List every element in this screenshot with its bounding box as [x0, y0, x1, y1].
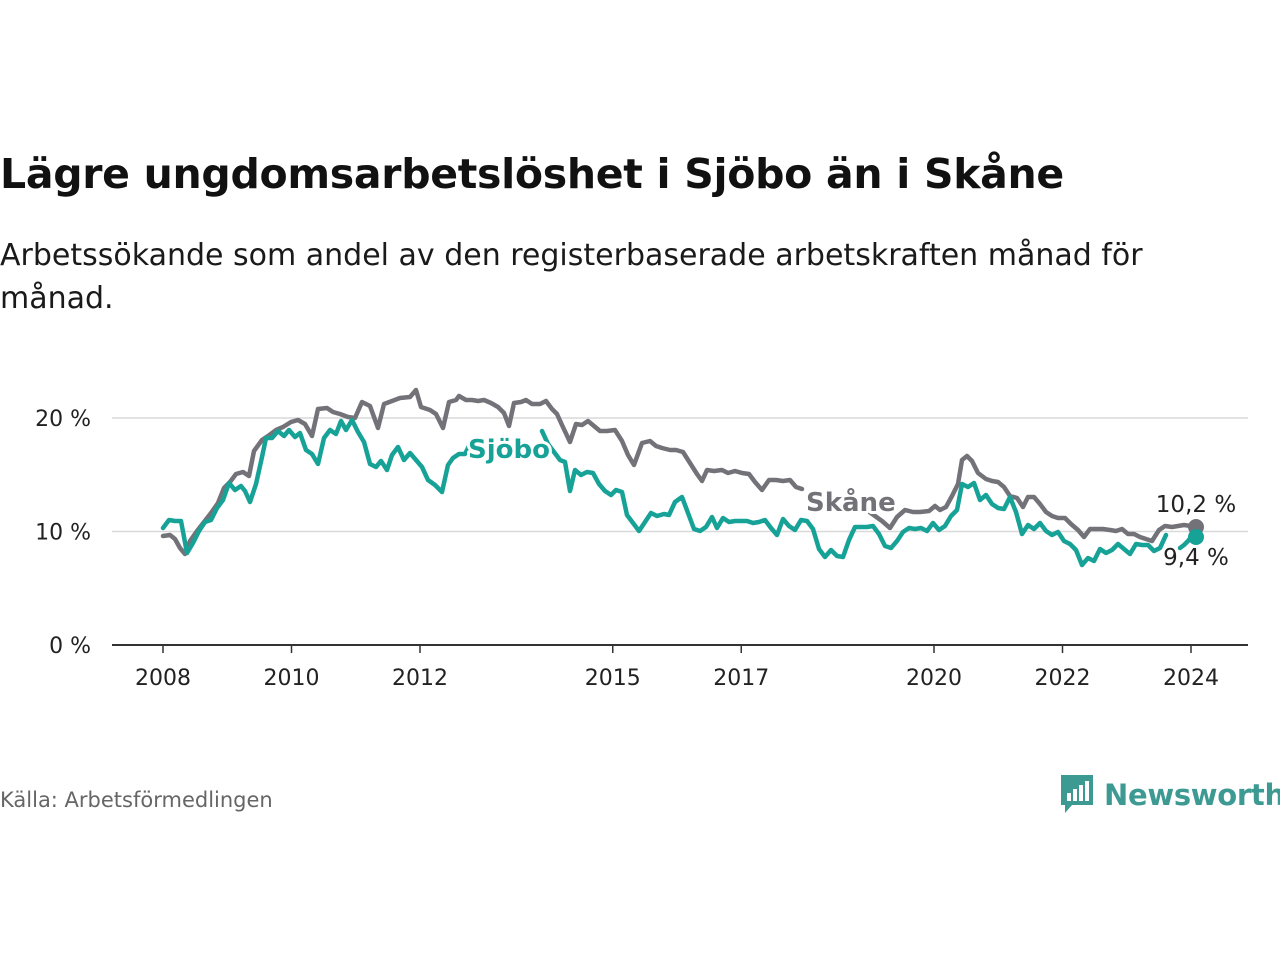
y-axis-ticks: 0 % 10 % 20 % [35, 407, 91, 659]
sjobo-series-label: Sjöbo [468, 435, 550, 465]
chart-subtitle: Arbetssökande som andel av den registerb… [0, 238, 1143, 316]
newsworthy-logo-icon [1061, 775, 1093, 813]
source-note: Källa: Arbetsförmedlingen [0, 788, 273, 812]
y-tick-label: 10 % [35, 521, 91, 546]
skane-end-value-halo: 10,2 % [1156, 492, 1236, 518]
sjobo-line-segment [539, 428, 1169, 568]
skane-series-label: Skåne [806, 486, 896, 518]
x-axis-ticks: 2008 2010 2012 2015 2017 2020 2022 2024 [135, 645, 1219, 691]
sjobo-series-label-halo: Sjöbo [468, 435, 550, 465]
x-tick-label: 2022 [1035, 666, 1091, 691]
sjobo-end-marker [1188, 529, 1204, 545]
sjobo-end-value-halo: 9,4 % [1163, 545, 1229, 571]
skane-end-value: 10,2 % [1156, 492, 1236, 518]
x-tick-label: 2010 [264, 666, 320, 691]
newsworthy-logo-text: Newsworthy [1104, 778, 1280, 812]
sjobo-end-value: 9,4 % [1163, 545, 1229, 571]
x-tick-label: 2015 [585, 666, 641, 691]
newsworthy-logo[interactable]: Newsworthy [1058, 772, 1280, 818]
line-chart: 0 % 10 % 20 % 2008 2010 2012 2015 2017 2020 2022… [35, 387, 1248, 691]
skane-line-segment [865, 453, 1194, 544]
x-tick-label: 2012 [392, 666, 448, 691]
x-tick-label: 2008 [135, 666, 191, 691]
sjobo-line [160, 417, 474, 556]
x-tick-label: 2024 [1163, 666, 1219, 691]
y-tick-label: 0 % [49, 634, 91, 659]
skane-line [160, 387, 805, 557]
series-lines [160, 387, 1204, 568]
y-tick-label: 20 % [35, 407, 91, 432]
chart-title: Lägre ungdomsarbetslöshet i Sjöbo än i S… [0, 150, 1064, 198]
skane-series-label-halo: Skåne [806, 486, 896, 518]
x-tick-label: 2017 [713, 666, 769, 691]
x-tick-label: 2020 [906, 666, 962, 691]
